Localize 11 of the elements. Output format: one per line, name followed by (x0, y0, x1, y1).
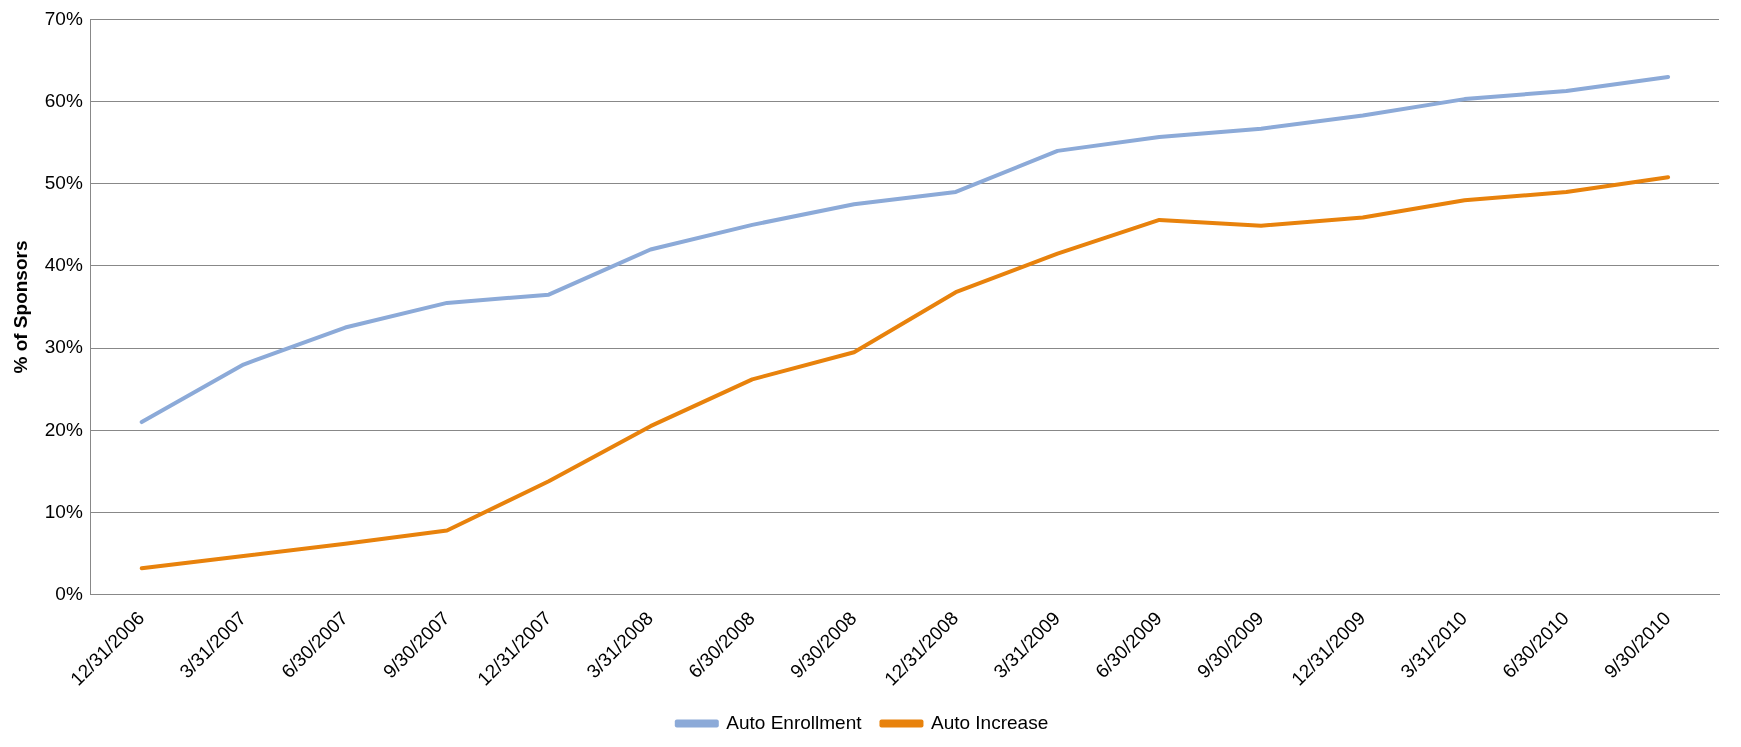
y-tick-label: 60% (44, 89, 83, 111)
y-tick-label: 0% (55, 582, 83, 604)
y-tick-label: 20% (44, 418, 83, 440)
y-tick-label: 50% (44, 171, 83, 193)
legend-label: Auto Increase (930, 711, 1049, 733)
y-tick-label: 40% (44, 254, 83, 276)
y-tick-label: 10% (44, 500, 83, 522)
y-axis-title: % of Sponsors (9, 240, 31, 374)
y-tick-label: 70% (44, 7, 83, 29)
y-tick-label: 30% (44, 336, 83, 358)
legend-label: Auto Enrollment (726, 711, 863, 733)
